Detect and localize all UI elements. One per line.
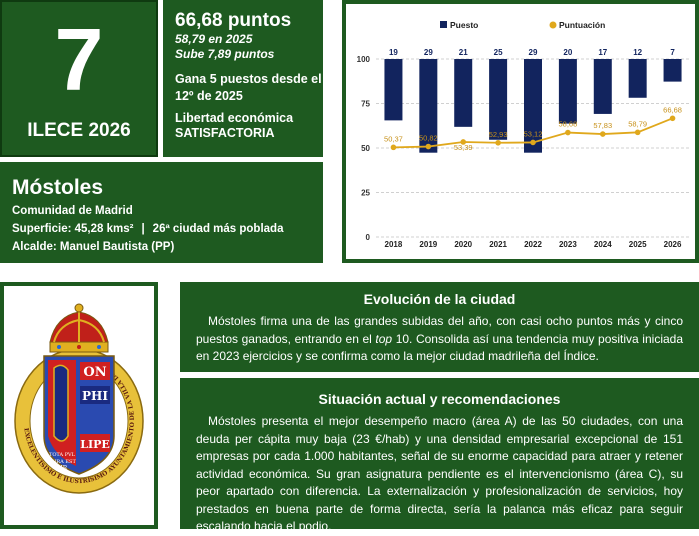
bar-2023 xyxy=(558,59,577,124)
rank-number: 7 xyxy=(54,10,104,109)
score-label-2021: 52,93 xyxy=(489,130,508,139)
evolution-text-italic: top xyxy=(375,331,393,346)
city-panel: Móstoles Comunidad de Madrid Superficie:… xyxy=(0,162,323,263)
evolution-chart: 100 75 50 25 0 19 29 21 25 29 20 17 12 7 50,37 50,82 53,… xyxy=(342,0,699,263)
economic-freedom-value: SATISFACTORIA xyxy=(175,126,275,140)
crest-panel: EXCELENTÍSIMO E ILUSTRÍSIMO AYUNTAMIENTO… xyxy=(0,282,158,529)
rank-change-text: Gana 5 puestos desde el 12º de 2025 xyxy=(175,72,322,103)
score-point-2018 xyxy=(390,144,397,151)
score-label-2024: 57,83 xyxy=(593,121,612,130)
city-population-rank: 26ª ciudad más poblada xyxy=(152,223,284,235)
bar-label-2023: 20 xyxy=(563,48,572,57)
bar-2026 xyxy=(663,59,682,82)
crest-banner-top: ON xyxy=(83,365,106,380)
bar-2021 xyxy=(489,59,508,140)
situation-title: Situación actual y recomendaciones xyxy=(318,391,561,407)
bar-label-2026: 7 xyxy=(670,48,675,57)
evolution-panel: Evolución de la ciudad Móstoles firma un… xyxy=(180,282,699,372)
crest-motto-1: TOTA PVL xyxy=(49,452,76,458)
bar-label-2024: 17 xyxy=(598,48,607,57)
economic-freedom: Libertad económica SATISFACTORIA xyxy=(175,111,323,141)
bar-2020 xyxy=(454,59,473,127)
x-tick-label: 2020 xyxy=(454,240,472,249)
y-tick-label: 50 xyxy=(361,144,370,153)
legend-label-puesto: Puesto xyxy=(450,20,478,30)
x-tick-label: 2025 xyxy=(629,240,647,249)
crest-banner-bot: LIPE xyxy=(80,438,110,451)
score-point-2026 xyxy=(669,115,676,122)
score-label-2023: 58,68 xyxy=(558,120,577,129)
situation-panel: Situación actual y recomendaciones Mósto… xyxy=(180,378,699,533)
evolution-title: Evolución de la ciudad xyxy=(363,291,516,307)
bar-label-2020: 21 xyxy=(459,48,468,57)
bar-label-2025: 12 xyxy=(633,48,642,57)
x-tick-label: 2021 xyxy=(489,240,507,249)
x-tick-label: 2026 xyxy=(664,240,682,249)
x-tick-label: 2022 xyxy=(524,240,542,249)
city-name: Móstoles xyxy=(12,176,104,199)
score-point-2021 xyxy=(495,139,501,146)
score-label-2020: 53,39 xyxy=(454,143,473,152)
score-point-2023 xyxy=(565,129,571,136)
score-panel: 66,68 puntos 58,79 en 2025 Sube 7,89 pun… xyxy=(163,0,323,157)
crest-motto-3: MR xyxy=(57,465,68,472)
bar-label-2018: 19 xyxy=(389,48,398,57)
bar-2025 xyxy=(628,59,647,98)
city-mayor: Alcalde: Manuel Bautista (PP) xyxy=(12,241,175,253)
evolution-text: Móstoles firma una de las grandes subida… xyxy=(196,313,683,366)
crest-banner-mid: PHI xyxy=(82,389,108,403)
score-previous: 58,79 en 2025 xyxy=(175,32,253,46)
score-label-2019: 50,82 xyxy=(419,134,438,143)
score-point-2022 xyxy=(530,139,536,146)
x-tick-label: 2024 xyxy=(594,240,612,249)
index-label: ILECE 2026 xyxy=(27,120,131,141)
chart-canvas: 100 75 50 25 0 19 29 21 25 29 20 17 12 7 50,37 50,82 53,… xyxy=(357,20,690,249)
city-surface: Superficie: 45,28 kms² xyxy=(12,223,134,235)
bar-2018 xyxy=(384,59,403,121)
evolution-text-a: Móstoles firma una de las grandes subida… xyxy=(196,314,683,346)
score-point-2024 xyxy=(599,131,606,137)
y-tick-label: 25 xyxy=(361,189,370,198)
score-label-2026: 66,68 xyxy=(663,105,682,114)
bar-2024 xyxy=(593,59,612,114)
score-title: 66,68 puntos xyxy=(175,10,292,31)
city-crest-icon: EXCELENTÍSIMO E ILUSTRÍSIMO AYUNTAMIENTO… xyxy=(14,303,144,494)
y-tick-label: 0 xyxy=(366,233,371,242)
score-point-2020 xyxy=(460,139,467,145)
score-change: Sube 7,89 puntos xyxy=(175,47,275,61)
x-tick-label: 2018 xyxy=(385,240,403,249)
bar-2019 xyxy=(419,59,438,153)
score-point-2025 xyxy=(634,129,641,136)
score-label-2022: 53,12 xyxy=(524,129,543,138)
city-stats: Superficie: 45,28 kms² | 26ª ciudad más po… xyxy=(12,220,323,238)
separator: | xyxy=(141,223,145,235)
bar-label-2021: 25 xyxy=(494,48,503,57)
evolution-text-b: 10. Consolida así una tendencia muy posi… xyxy=(196,331,684,364)
economic-freedom-label: Libertad económica xyxy=(175,111,294,125)
score-label-2018: 50,37 xyxy=(384,134,403,143)
bar-2022 xyxy=(524,59,542,153)
x-tick-label: 2019 xyxy=(419,240,437,249)
legend-swatch-puesto xyxy=(440,21,447,28)
bar-label-2019: 29 xyxy=(424,48,433,57)
crest-motto-2: CHRA EST xyxy=(48,459,76,465)
legend-label-puntuacion: Puntuación xyxy=(559,20,605,30)
y-tick-label: 100 xyxy=(357,55,371,64)
score-point-2019 xyxy=(425,143,432,150)
y-tick-label: 75 xyxy=(361,100,370,109)
x-tick-label: 2023 xyxy=(559,240,577,249)
legend-swatch-puntuacion xyxy=(549,21,557,29)
situation-text: Móstoles presenta el mejor desempeño mac… xyxy=(196,414,683,533)
score-label-2025: 58,79 xyxy=(628,119,647,128)
rank-panel: 7 ILECE 2026 xyxy=(0,0,158,157)
bar-label-2022: 29 xyxy=(529,48,538,57)
city-region: Comunidad de Madrid xyxy=(12,205,133,217)
